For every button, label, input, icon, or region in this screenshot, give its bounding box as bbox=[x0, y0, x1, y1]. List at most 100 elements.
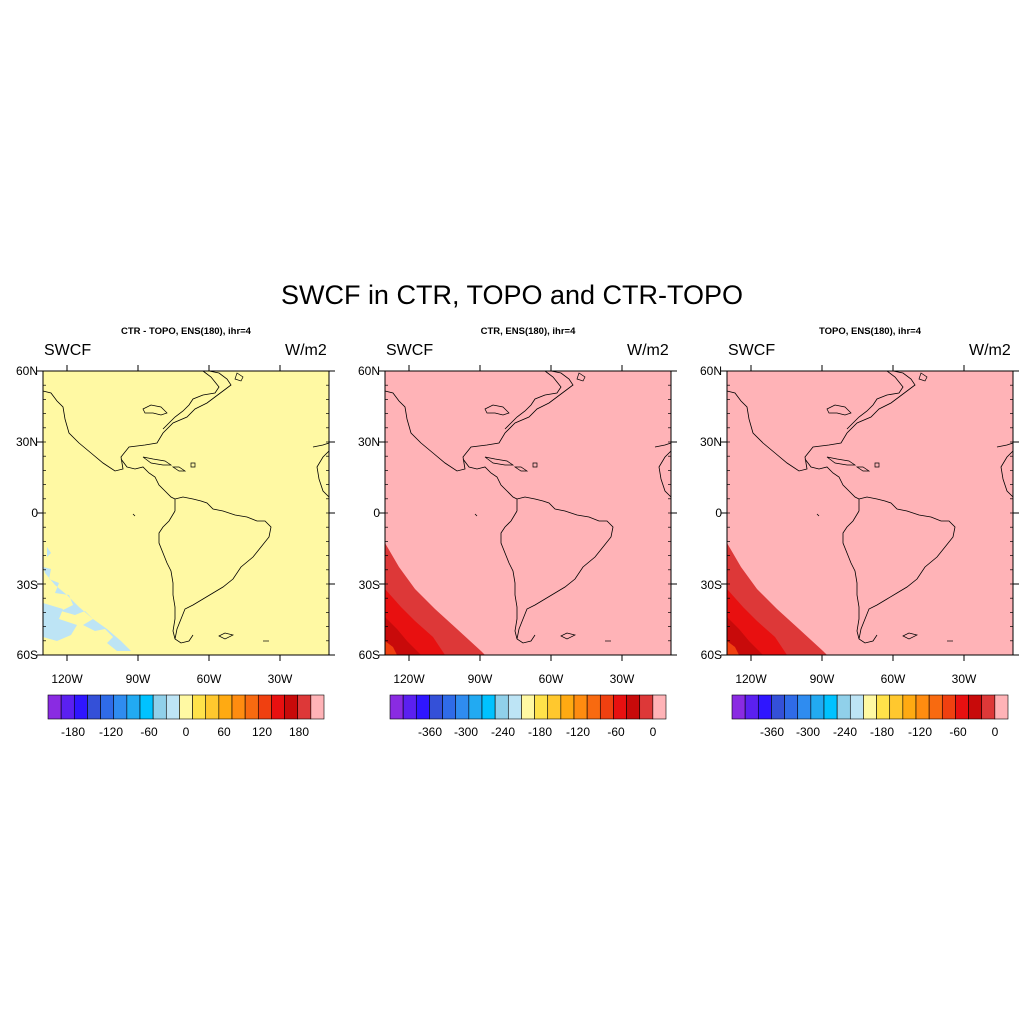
lat-label-eq: 0 bbox=[31, 506, 38, 520]
variable-label: SWCF bbox=[386, 342, 434, 359]
lat-label-60n: 60N bbox=[699, 364, 722, 378]
colorbar-swatch bbox=[599, 694, 614, 720]
anomaly-patch bbox=[47, 547, 51, 557]
colorbar-label: 0 bbox=[649, 725, 657, 739]
lat-label-30s: 30S bbox=[358, 578, 380, 592]
lon-label-90w: 90W bbox=[467, 672, 493, 686]
colorbar-swatch bbox=[179, 694, 193, 720]
anomaly-patch bbox=[43, 567, 131, 651]
colorbar-swatch bbox=[823, 694, 838, 720]
colorbar-swatch bbox=[849, 694, 864, 720]
colorbar-swatch bbox=[613, 694, 627, 720]
colorbar-swatch bbox=[797, 694, 812, 720]
units-label: W/m2 bbox=[627, 342, 669, 359]
lat-label-60s: 60S bbox=[16, 648, 38, 662]
lon-label-60w: 60W bbox=[538, 672, 564, 686]
colorbar-swatch bbox=[297, 694, 312, 720]
colorbar-label: -240 bbox=[832, 725, 858, 739]
colorbar-swatch bbox=[757, 694, 772, 720]
colorbar-swatch bbox=[731, 694, 746, 720]
colorbar-label: 0 bbox=[991, 725, 999, 739]
lon-label-60w: 60W bbox=[196, 672, 222, 686]
variable-label: SWCF bbox=[44, 342, 92, 359]
colorbar-swatch bbox=[863, 694, 877, 720]
colorbar-swatch bbox=[902, 694, 917, 720]
colorbar-swatch bbox=[310, 694, 325, 720]
map-field bbox=[43, 371, 329, 655]
colorbar-swatch bbox=[73, 694, 88, 720]
colorbar-swatch bbox=[836, 694, 851, 720]
colorbar-label: 60 bbox=[217, 725, 231, 739]
colorbar-swatch bbox=[442, 694, 457, 720]
colorbar-swatch bbox=[402, 694, 417, 720]
colorbar-label: -120 bbox=[907, 725, 933, 739]
colorbar-swatch bbox=[771, 694, 785, 720]
colorbar-label: -300 bbox=[795, 725, 821, 739]
colorbar-swatch bbox=[744, 694, 759, 720]
colorbar-swatch bbox=[889, 694, 904, 720]
colorbar-swatch bbox=[284, 694, 299, 720]
swcf-contour bbox=[727, 617, 763, 655]
colorbar-swatch bbox=[100, 694, 115, 720]
colorbar-label: -360 bbox=[759, 725, 785, 739]
lat-label-60s: 60S bbox=[358, 648, 380, 662]
colorbar-swatch bbox=[626, 694, 641, 720]
colorbar-label: -60 bbox=[607, 725, 625, 739]
anomaly-patch bbox=[43, 603, 77, 641]
lat-label-60n: 60N bbox=[15, 364, 38, 378]
colorbar-swatch bbox=[152, 694, 167, 720]
colorbar-label: -120 bbox=[98, 725, 124, 739]
swcf-contour bbox=[727, 641, 739, 655]
colorbar-swatch bbox=[981, 694, 996, 720]
colorbar-label: -180 bbox=[60, 725, 86, 739]
lon-label-30w: 30W bbox=[609, 672, 635, 686]
colorbar-label: -360 bbox=[417, 725, 443, 739]
colorbar-swatch bbox=[139, 694, 154, 720]
colorbar-swatch bbox=[521, 694, 535, 720]
lat-label-eq: 0 bbox=[715, 506, 722, 520]
colorbar-swatch bbox=[231, 694, 246, 720]
colorbar-swatch bbox=[113, 694, 128, 720]
colorbar-swatch bbox=[415, 694, 430, 720]
colorbar-label: 180 bbox=[288, 725, 310, 739]
colorbar-label: -240 bbox=[490, 725, 516, 739]
lat-label-60s: 60S bbox=[700, 648, 722, 662]
lat-label-30n: 30N bbox=[699, 435, 722, 449]
lat-label-eq: 0 bbox=[373, 506, 380, 520]
units-label: W/m2 bbox=[969, 342, 1011, 359]
colorbar-swatch bbox=[941, 694, 956, 720]
variable-label: SWCF bbox=[728, 342, 776, 359]
colorbar-swatch bbox=[244, 694, 259, 720]
colorbar-swatch bbox=[257, 694, 272, 720]
colorbar-swatch bbox=[481, 694, 496, 720]
colorbar-swatch bbox=[968, 694, 983, 720]
colorbar-swatch bbox=[547, 694, 562, 720]
colorbar-swatch bbox=[389, 694, 404, 720]
colorbar-swatch bbox=[205, 694, 220, 720]
colorbar-swatch bbox=[994, 694, 1009, 720]
lon-label-30w: 30W bbox=[951, 672, 977, 686]
panel-title: TOPO, ENS(180), ihr=4 bbox=[819, 326, 921, 337]
colorbar-swatch bbox=[810, 694, 825, 720]
lat-label-60n: 60N bbox=[357, 364, 380, 378]
swcf-contour bbox=[385, 617, 421, 655]
lon-label-90w: 90W bbox=[125, 672, 151, 686]
lon-label-120w: 120W bbox=[51, 672, 83, 686]
colorbar-swatch bbox=[60, 694, 75, 720]
lon-label-120w: 120W bbox=[393, 672, 425, 686]
colorbar-label: -60 bbox=[949, 725, 967, 739]
colorbar-swatch bbox=[271, 694, 285, 720]
colorbar-swatch bbox=[192, 694, 207, 720]
colorbar-label: -120 bbox=[565, 725, 591, 739]
colorbar-swatch bbox=[47, 694, 62, 720]
figure-title: SWCF in CTR, TOPO and CTR-TOPO bbox=[280, 280, 744, 310]
colorbar-swatch bbox=[468, 694, 483, 720]
colorbar-swatch bbox=[876, 694, 891, 720]
units-label: W/m2 bbox=[285, 342, 327, 359]
colorbar-swatch bbox=[586, 694, 601, 720]
panel-title: CTR - TOPO, ENS(180), ihr=4 bbox=[121, 326, 251, 337]
colorbar-label: 0 bbox=[182, 725, 190, 739]
colorbar-label: -180 bbox=[869, 725, 895, 739]
colorbar-swatch bbox=[494, 694, 509, 720]
colorbar-swatch bbox=[573, 694, 588, 720]
